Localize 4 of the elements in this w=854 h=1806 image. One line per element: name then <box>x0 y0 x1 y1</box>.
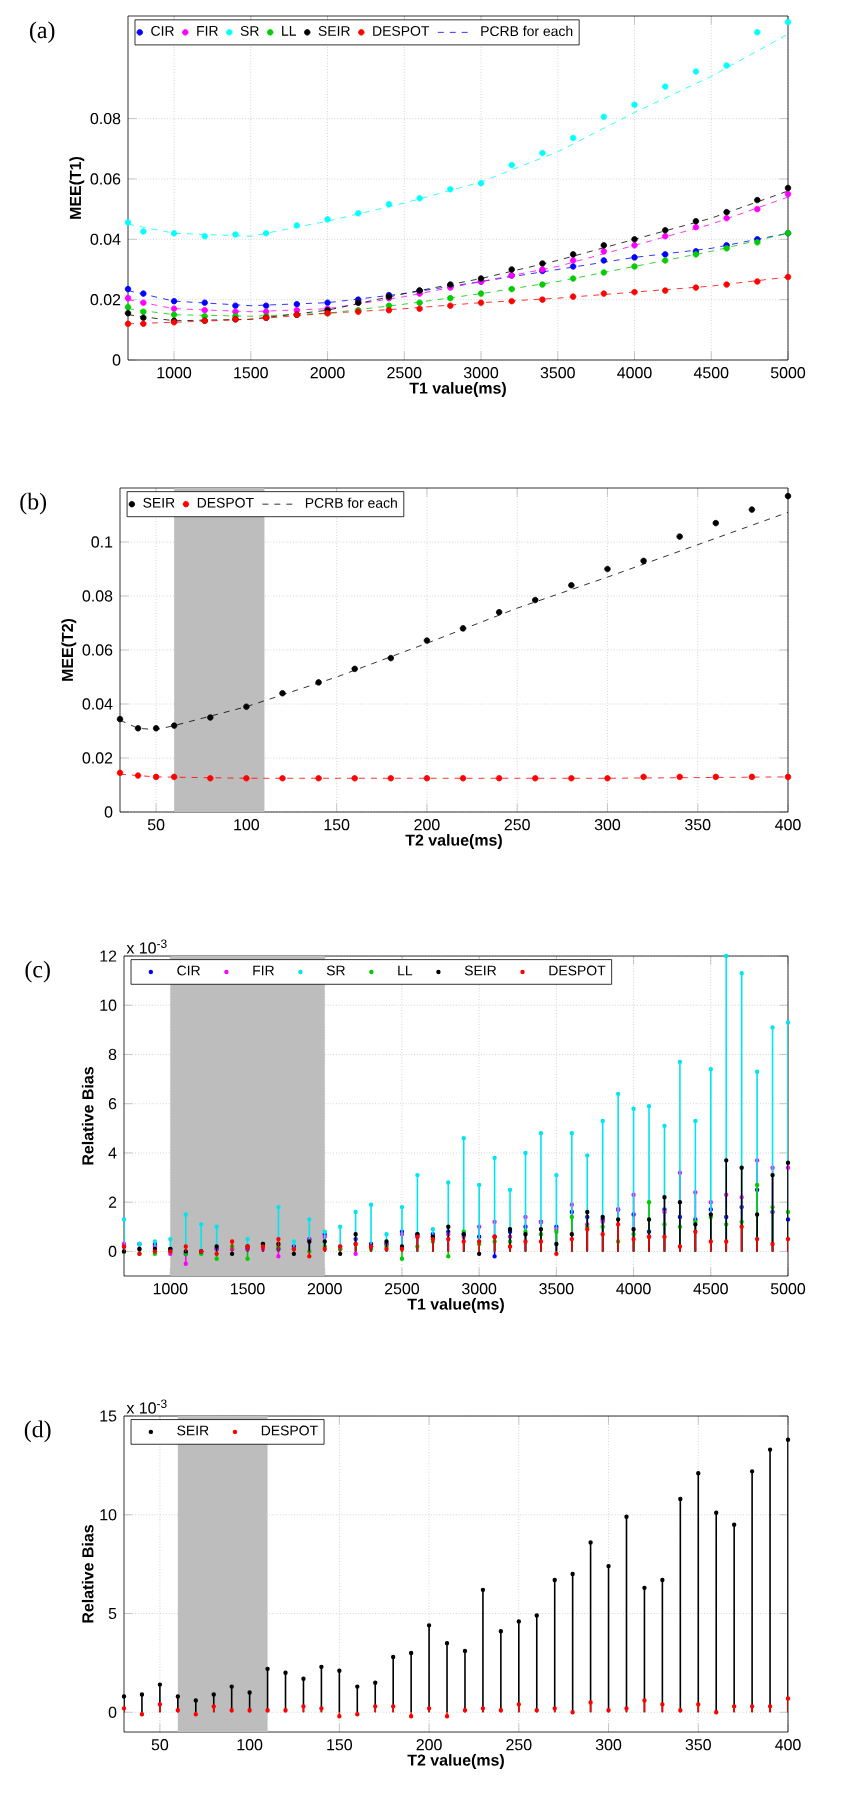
chart-title: (a) <box>29 21 55 44</box>
chart-title: (d) <box>24 1420 51 1443</box>
chart-title: (c) <box>25 960 50 983</box>
chart-title: (b) <box>20 492 47 515</box>
